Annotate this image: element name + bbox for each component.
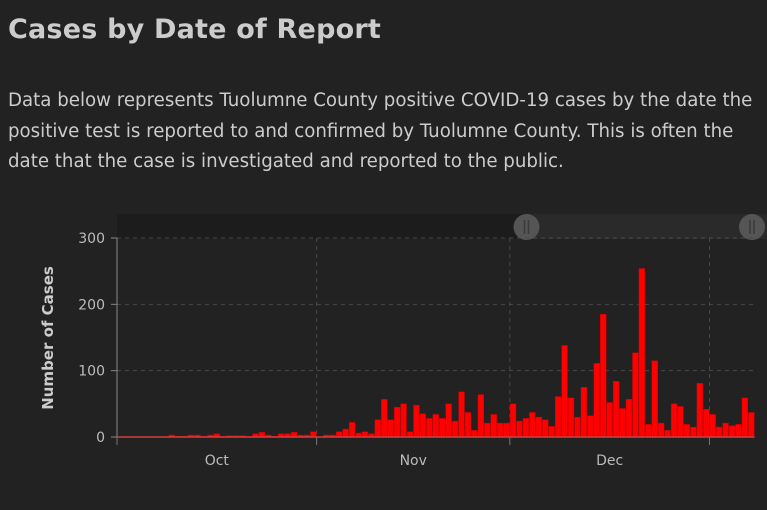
bar bbox=[619, 408, 626, 438]
bar bbox=[516, 420, 523, 438]
bar bbox=[503, 422, 510, 438]
bar bbox=[690, 426, 697, 438]
slider-handle-end[interactable] bbox=[739, 214, 765, 240]
bars bbox=[168, 268, 755, 438]
bar bbox=[703, 408, 710, 438]
handle-circle bbox=[513, 214, 540, 240]
bar bbox=[658, 422, 665, 438]
bar bbox=[535, 416, 542, 438]
bar bbox=[748, 412, 755, 438]
page-title: Cases by Date of Report bbox=[8, 14, 381, 45]
bar bbox=[400, 403, 407, 438]
bar bbox=[439, 418, 446, 438]
bar bbox=[741, 397, 749, 438]
bar bbox=[645, 424, 652, 438]
bar bbox=[600, 314, 607, 438]
y-tick-label: 100 bbox=[78, 364, 105, 380]
bar bbox=[728, 425, 736, 438]
y-axis-title: Number of Cases bbox=[39, 266, 57, 410]
bar bbox=[374, 419, 381, 438]
bar bbox=[651, 360, 658, 438]
handle-circle bbox=[739, 214, 765, 240]
bar bbox=[735, 424, 742, 438]
bar bbox=[709, 414, 716, 438]
bar bbox=[555, 396, 562, 438]
bar bbox=[612, 381, 620, 438]
bar bbox=[561, 345, 568, 438]
bar bbox=[451, 420, 459, 438]
y-tick-label: 0 bbox=[96, 430, 105, 446]
bar bbox=[606, 402, 613, 438]
bar bbox=[490, 414, 497, 438]
bar bbox=[477, 394, 484, 438]
bar bbox=[348, 422, 356, 438]
slider-handle-start[interactable] bbox=[513, 214, 540, 240]
bar bbox=[677, 406, 684, 438]
bar bbox=[522, 418, 530, 438]
bar bbox=[394, 406, 401, 438]
bar bbox=[361, 431, 369, 438]
bar bbox=[664, 430, 671, 438]
bar bbox=[509, 403, 517, 438]
slider-unselected-region bbox=[117, 214, 527, 239]
bar bbox=[471, 430, 478, 438]
bar bbox=[426, 418, 433, 438]
bar bbox=[484, 422, 491, 438]
bar bbox=[567, 397, 575, 438]
bar bbox=[722, 422, 729, 438]
bar bbox=[419, 413, 427, 438]
x-tick-label: Nov bbox=[400, 453, 427, 469]
axes: 0 100 200 300 Oct Nov Dec bbox=[78, 231, 755, 469]
bar bbox=[413, 404, 420, 438]
bar bbox=[580, 387, 588, 438]
x-tick-label: Oct bbox=[205, 453, 230, 469]
bar bbox=[529, 412, 536, 438]
y-tick-label: 200 bbox=[78, 297, 105, 313]
bar bbox=[387, 419, 394, 438]
bar bbox=[548, 426, 555, 438]
bar bbox=[310, 431, 317, 438]
y-tick-label: 300 bbox=[78, 231, 105, 247]
bar bbox=[593, 363, 600, 438]
bar bbox=[683, 424, 691, 438]
bar bbox=[381, 398, 388, 438]
bar bbox=[670, 403, 678, 438]
grid-lines bbox=[117, 237, 755, 437]
bar bbox=[632, 352, 639, 438]
bar bbox=[406, 431, 414, 438]
bar bbox=[432, 414, 439, 438]
bar bbox=[458, 391, 465, 438]
bar bbox=[542, 419, 549, 438]
bar bbox=[497, 422, 504, 438]
bar bbox=[574, 416, 581, 438]
bar bbox=[587, 415, 594, 438]
bar bbox=[342, 428, 349, 438]
bar bbox=[625, 398, 633, 438]
bar bbox=[716, 426, 723, 438]
bar bbox=[638, 268, 645, 438]
bar bbox=[445, 403, 452, 438]
x-tick-label: Dec bbox=[596, 453, 623, 469]
range-slider[interactable] bbox=[117, 214, 767, 240]
bar bbox=[336, 431, 343, 438]
bar bbox=[696, 383, 703, 438]
bar bbox=[464, 412, 472, 438]
description-text: Data below represents Tuolumne County po… bbox=[8, 90, 753, 172]
